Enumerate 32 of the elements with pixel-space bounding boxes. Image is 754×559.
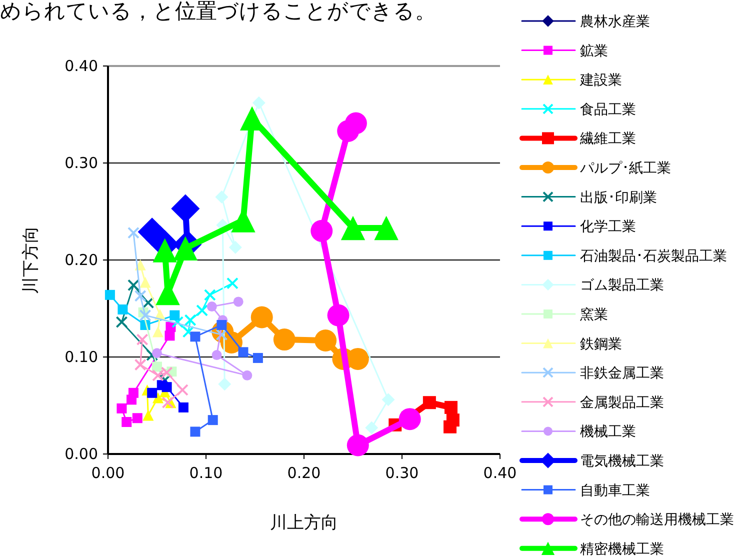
legend-label: 食品工業 <box>580 102 636 118</box>
x-tick-label: 0.20 <box>287 464 321 482</box>
legend-label: 機械工業 <box>580 424 636 440</box>
x-tick-label: 0.40 <box>483 464 517 482</box>
legend-label: 繊維工業 <box>579 131 636 148</box>
legend-label: 非鉄金属工業 <box>580 366 664 382</box>
legend-label: 精密機械工業 <box>580 541 664 558</box>
y-tick-label: 0.30 <box>64 154 98 172</box>
x-tick-label: 0.30 <box>385 464 419 482</box>
legend-label: 化学工業 <box>580 219 636 236</box>
y-tick-label: 0.00 <box>64 445 98 463</box>
text: められている，と位置づけることができる。 <box>0 0 436 23</box>
legend-label: 鉱業 <box>580 43 608 60</box>
x-tick-label: 0.10 <box>189 464 223 482</box>
legend-label: 建設業 <box>579 72 622 89</box>
legend-label: 電気機械工業 <box>580 454 664 470</box>
legend-label: パルプ･紙工業 <box>579 160 671 176</box>
legend-label: 鉄鋼業 <box>580 336 622 352</box>
legend-label: 農林水産業 <box>580 14 650 30</box>
legend-label: 窯業 <box>580 307 608 323</box>
legend-label: ゴム製品工業 <box>580 278 664 294</box>
x-axis-title: 川上方向 <box>270 513 338 533</box>
y-tick-label: 0.40 <box>64 57 98 75</box>
legend-label: 金属製品工業 <box>580 394 664 411</box>
y-axis-title: 川下方向 <box>21 226 41 294</box>
y-tick-label: 0.10 <box>64 348 98 366</box>
y-tick-label: 0.20 <box>64 251 98 269</box>
legend-label: 自動車工業 <box>580 482 650 499</box>
legend-label: 石油製品･石炭製品工業 <box>580 248 727 264</box>
legend-label: 出版･印刷業 <box>580 190 657 206</box>
x-tick-label: 0.00 <box>91 464 125 482</box>
legend-label: その他の輸送用機械工業 <box>580 512 734 528</box>
